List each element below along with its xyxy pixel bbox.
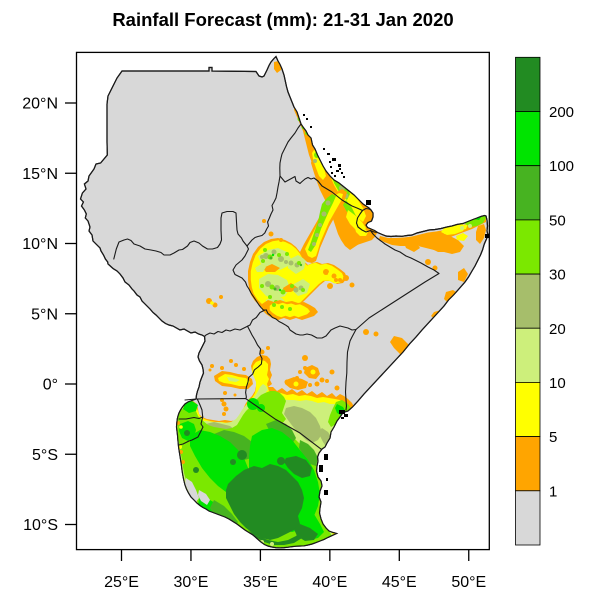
svg-text:35°E: 35°E xyxy=(243,574,278,591)
svg-text:30°E: 30°E xyxy=(174,574,209,591)
svg-text:Rainfall Forecast (mm): 21-31: Rainfall Forecast (mm): 21-31 Jan 2020 xyxy=(112,9,453,30)
svg-text:200: 200 xyxy=(549,104,574,121)
svg-text:45°E: 45°E xyxy=(382,574,417,591)
svg-text:1: 1 xyxy=(549,483,557,500)
svg-text:10: 10 xyxy=(549,375,566,392)
svg-text:10°N: 10°N xyxy=(22,236,58,253)
svg-text:100: 100 xyxy=(549,158,574,175)
svg-text:0°: 0° xyxy=(43,377,58,394)
svg-text:20°N: 20°N xyxy=(22,96,58,113)
svg-text:20: 20 xyxy=(549,321,566,338)
svg-text:50°E: 50°E xyxy=(451,574,486,591)
svg-text:5°N: 5°N xyxy=(31,306,58,323)
svg-text:15°N: 15°N xyxy=(22,166,58,183)
svg-text:5: 5 xyxy=(549,429,557,446)
svg-text:30: 30 xyxy=(549,267,566,284)
svg-text:10°S: 10°S xyxy=(23,517,58,534)
svg-text:40°E: 40°E xyxy=(312,574,347,591)
svg-text:5°S: 5°S xyxy=(32,447,58,464)
svg-text:25°E: 25°E xyxy=(104,574,139,591)
svg-text:50: 50 xyxy=(549,212,566,229)
